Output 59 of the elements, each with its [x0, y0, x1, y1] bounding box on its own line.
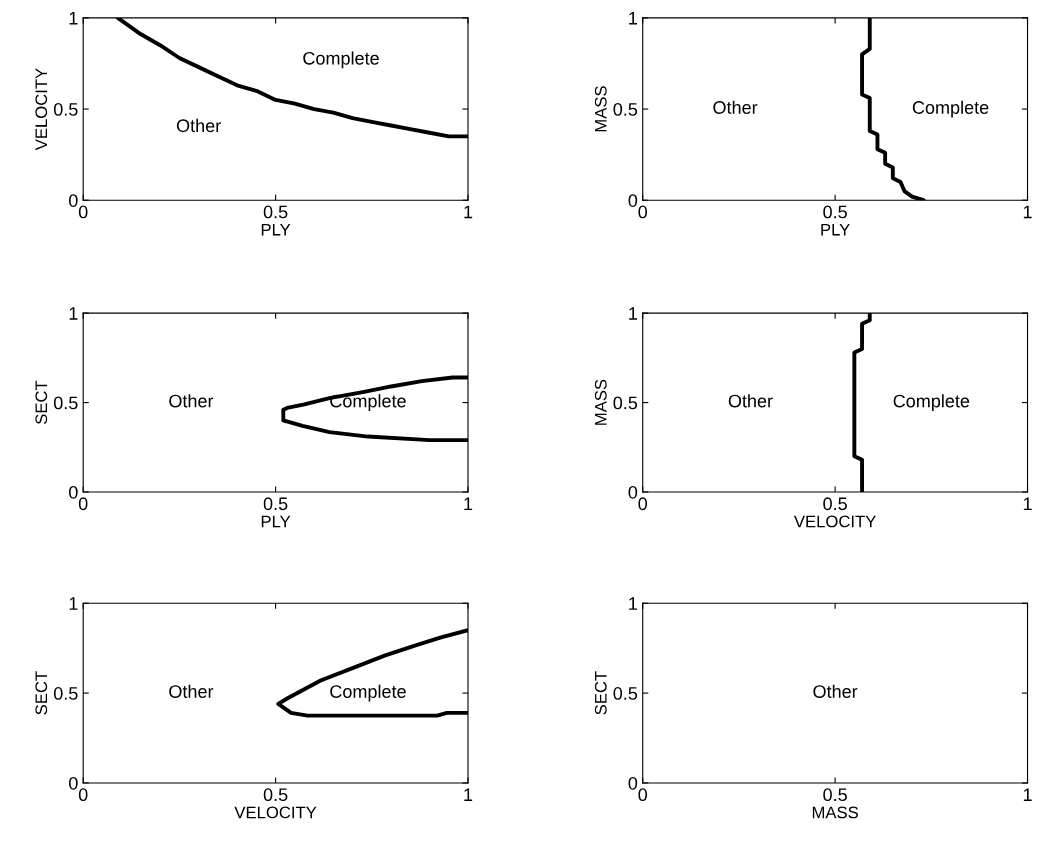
y-tick-label: 0.5 — [53, 687, 78, 700]
y-tick-label: 0 — [69, 194, 78, 207]
x-tick-label: 1 — [464, 497, 473, 510]
x-tick-label: 0.5 — [823, 497, 847, 511]
x-axis-title: PLY — [261, 515, 291, 528]
x-tick-label: 0 — [638, 788, 648, 802]
y-tick-label: 1 — [629, 597, 637, 610]
annotation: Other — [169, 684, 214, 698]
x-tick-label: 0 — [78, 205, 88, 219]
annotation: Other — [728, 394, 773, 408]
x-axis-title: PLY — [261, 223, 291, 236]
x-tick-label: 1 — [464, 788, 473, 801]
x-axis-title: MASS — [812, 806, 858, 819]
y-tick-label: 0.5 — [53, 396, 78, 410]
y-tick-label: 1 — [69, 12, 78, 25]
annotation: Other — [813, 684, 858, 698]
x-tick-label: 0.5 — [823, 788, 847, 802]
y-tick-label: 1 — [629, 307, 637, 320]
x-tick-label: 0.5 — [263, 205, 288, 219]
x-tick-label: 0.5 — [263, 497, 288, 511]
x-tick-label: 0 — [638, 497, 648, 511]
y-tick-label: 1 — [69, 597, 78, 610]
annotation: Complete — [893, 394, 970, 411]
x-tick-label: 1 — [1023, 497, 1032, 510]
x-tick-label: 1 — [464, 205, 473, 219]
y-tick-label: 0 — [69, 776, 78, 790]
y-tick-label: 0.5 — [53, 102, 78, 116]
annotation: Other — [713, 100, 758, 114]
y-axis-title: SECT — [35, 380, 48, 425]
annotation: Complete — [330, 684, 406, 702]
x-axis-title: VELOCITY — [793, 515, 876, 528]
y-axis-title: MASS — [594, 379, 607, 425]
annotation: Other — [169, 394, 214, 408]
y-tick-label: 1 — [69, 307, 78, 320]
y-tick-label: 0 — [628, 485, 638, 499]
x-tick-label: 1 — [1023, 788, 1032, 801]
x-tick-label: 1 — [1023, 205, 1032, 219]
y-tick-label: 0.5 — [613, 396, 638, 410]
y-tick-label: 1 — [629, 12, 637, 25]
annotation: Complete — [303, 51, 379, 69]
annotation: Complete — [912, 100, 989, 118]
x-tick-label: 0 — [78, 788, 88, 802]
y-axis-title: SECT — [35, 671, 48, 715]
y-tick-label: 0 — [628, 194, 638, 207]
x-tick-label: 0 — [78, 497, 88, 511]
x-tick-label: 0 — [638, 205, 648, 219]
y-tick-label: 0 — [69, 485, 78, 499]
annotation: Complete — [330, 394, 406, 411]
y-axis-title: SECT — [594, 671, 607, 715]
y-axis-title: MASS — [594, 86, 607, 132]
x-axis-title: VELOCITY — [234, 806, 317, 819]
y-tick-label: 0 — [628, 776, 638, 790]
x-tick-label: 0.5 — [823, 205, 847, 219]
y-axis-title: VELOCITY — [35, 68, 48, 151]
x-axis-title: PLY — [821, 223, 850, 236]
x-tick-label: 0.5 — [263, 788, 288, 802]
y-tick-label: 0.5 — [613, 102, 638, 116]
annotation: Other — [176, 118, 221, 133]
y-tick-label: 0.5 — [613, 687, 638, 700]
